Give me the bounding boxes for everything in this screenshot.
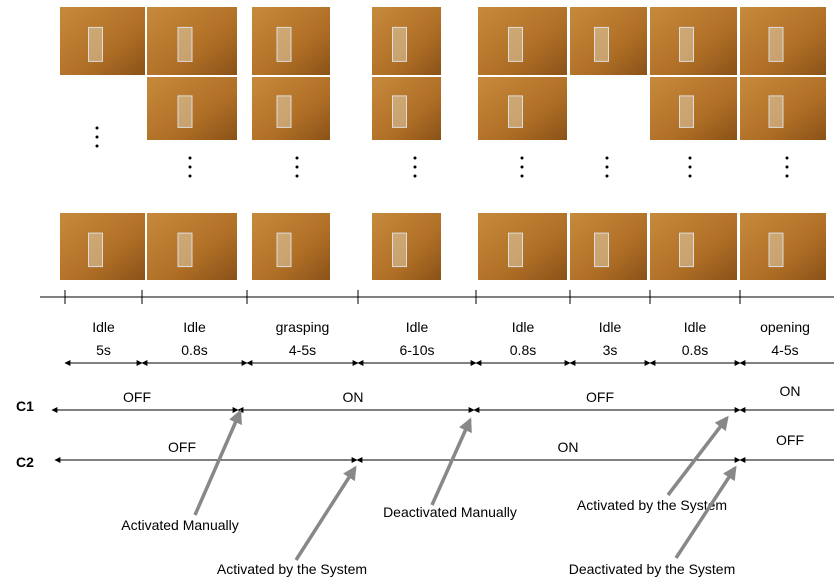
annotation-arrow [668, 418, 727, 495]
state-label: ON [343, 389, 364, 405]
c2-label: C2 [16, 454, 34, 470]
glass [509, 233, 523, 267]
glass [769, 233, 783, 267]
ellipsis-dot [689, 175, 692, 178]
phase-label: Idle [183, 319, 206, 335]
state-label: ON [780, 383, 801, 399]
phase-label: Idle [406, 319, 429, 335]
phase-duration: 4-5s [289, 342, 316, 358]
ellipsis-dot [606, 166, 609, 169]
annotation: Activated by the System [217, 561, 367, 577]
state-label: ON [558, 439, 579, 455]
ellipsis-dot [521, 166, 524, 169]
annotation: Deactivated by the System [569, 561, 736, 577]
ellipsis-dot [689, 166, 692, 169]
phase-label: Idle [684, 319, 707, 335]
glass [595, 233, 609, 267]
phase-label: grasping [276, 319, 330, 335]
glass [680, 96, 694, 128]
phase-duration: 5s [96, 342, 111, 358]
phase-duration: 0.8s [682, 342, 708, 358]
glass [680, 233, 694, 267]
ellipsis-dot [96, 127, 99, 130]
ellipsis-dot [414, 157, 417, 160]
ellipsis-dot [414, 175, 417, 178]
ellipsis-dot [786, 166, 789, 169]
glass [178, 233, 192, 267]
ellipsis-dot [521, 157, 524, 160]
glass [769, 96, 783, 128]
ellipsis-dot [189, 166, 192, 169]
annotation: Deactivated Manually [383, 504, 517, 520]
phase-duration: 4-5s [771, 342, 798, 358]
ellipsis-dot [96, 136, 99, 139]
annotation: Activated Manually [121, 517, 239, 533]
glass [89, 233, 103, 267]
state-label: OFF [123, 389, 151, 405]
ellipsis-dot [606, 175, 609, 178]
ellipsis-dot [786, 157, 789, 160]
annotation-arrow [296, 468, 355, 560]
glass [393, 233, 407, 267]
figure: C1 C2 Idle 5s Idle 0.8s grasping 4-5s Idle 6-10… [0, 0, 834, 580]
glass [178, 27, 192, 61]
glass [509, 96, 523, 128]
state-label: OFF [586, 389, 614, 405]
phase-label: Idle [92, 319, 115, 335]
annotation: Activated by the System [577, 497, 727, 513]
phase-duration: 0.8s [510, 342, 536, 358]
ellipsis-dot [189, 157, 192, 160]
phase-duration: 3s [603, 342, 618, 358]
ellipsis-dot [414, 166, 417, 169]
ellipsis-dot [296, 157, 299, 160]
photo-strip [60, 7, 826, 280]
ellipsis-dot [521, 175, 524, 178]
c1-label: C1 [16, 398, 34, 414]
ellipsis-dot [296, 175, 299, 178]
annotation-arrow [195, 412, 240, 515]
glass [509, 27, 523, 61]
glass [89, 27, 103, 61]
phase-label: opening [760, 319, 810, 335]
ellipsis-dot [786, 175, 789, 178]
ellipsis-dot [296, 166, 299, 169]
ellipsis-dot [189, 175, 192, 178]
glass [680, 27, 694, 61]
state-label: OFF [168, 439, 196, 455]
glass [393, 96, 407, 128]
annotation-arrow [676, 468, 735, 558]
glass [769, 27, 783, 61]
glass [595, 27, 609, 61]
glass [277, 96, 291, 128]
glass [393, 27, 407, 61]
annotation-arrow [432, 420, 470, 505]
phase-label: Idle [599, 319, 622, 335]
state-label: OFF [776, 432, 804, 448]
ellipsis-dot [606, 157, 609, 160]
ellipsis-dot [689, 157, 692, 160]
glass [277, 233, 291, 267]
glass [277, 27, 291, 61]
phase-duration: 0.8s [181, 342, 207, 358]
phase-duration: 6-10s [399, 342, 434, 358]
ellipsis-dot [96, 145, 99, 148]
glass [178, 96, 192, 128]
phase-label: Idle [512, 319, 535, 335]
